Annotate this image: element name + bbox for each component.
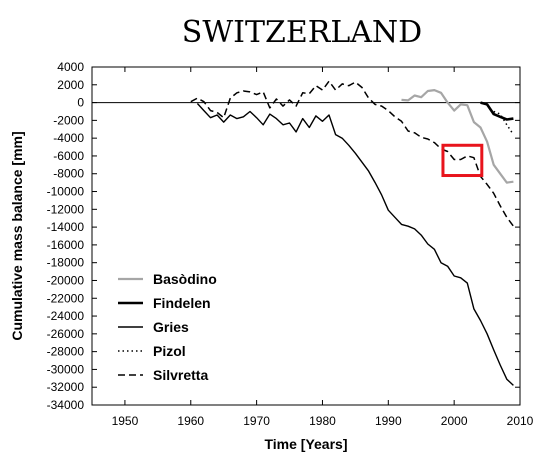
chart-title: SWITZERLAND xyxy=(182,15,422,50)
series-layer xyxy=(92,80,520,386)
y-tick-label: -26000 xyxy=(47,327,85,341)
highlight-box xyxy=(441,143,484,178)
x-axis-label: Time [Years] xyxy=(264,436,347,452)
y-tick-label: -30000 xyxy=(47,362,85,376)
x-tick-label: 1960 xyxy=(177,414,204,428)
tick-layer: 4000 2000 0 -2000 -4000 -6000 -8000 -10000 -1200… xyxy=(47,60,533,428)
legend-label: Basòdino xyxy=(153,271,217,287)
y-tick-label: -8000 xyxy=(53,167,84,181)
y-tick-label: -10000 xyxy=(47,185,85,199)
y-tick-label: 4000 xyxy=(57,60,84,74)
y-tick-label: -14000 xyxy=(47,220,85,234)
x-tick-label: 1970 xyxy=(243,414,270,428)
x-tick-label: 1950 xyxy=(112,414,139,428)
series-line-gries xyxy=(196,103,514,386)
legend: Basòdino Findelen Gries Pizol Silvretta xyxy=(118,271,217,383)
y-tick-label: -22000 xyxy=(47,291,85,305)
x-tick-label: 2000 xyxy=(441,414,468,428)
y-tick-label: 0 xyxy=(77,96,84,110)
plot-frame xyxy=(91,66,521,406)
y-tick-label: -2000 xyxy=(53,113,84,127)
x-tick-label: 2010 xyxy=(507,414,533,428)
y-tick-label: -4000 xyxy=(53,131,84,145)
y-tick-label: -24000 xyxy=(47,309,85,323)
y-tick-label: -16000 xyxy=(47,238,85,252)
y-axis-label: Cumulative mass balance [mm] xyxy=(9,131,25,340)
y-tick-label: -28000 xyxy=(47,345,85,359)
legend-label: Findelen xyxy=(153,295,211,311)
legend-label: Silvretta xyxy=(153,367,208,383)
y-tick-label: -32000 xyxy=(47,380,85,394)
y-tick-label: -20000 xyxy=(47,273,85,287)
y-tick-label: -34000 xyxy=(47,398,85,412)
y-tick-label: -12000 xyxy=(47,202,85,216)
legend-label: Pizol xyxy=(153,343,186,359)
series-line-basòdino xyxy=(401,88,514,184)
legend-label: Gries xyxy=(153,319,189,335)
y-tick-label: -18000 xyxy=(47,256,85,270)
x-tick-label: 1980 xyxy=(309,414,336,428)
series-line-silvretta xyxy=(190,80,515,227)
y-tick-label: -6000 xyxy=(53,149,84,163)
series-line-findelen xyxy=(480,101,514,121)
y-tick-label: 2000 xyxy=(57,78,84,92)
x-tick-label: 1990 xyxy=(375,414,402,428)
